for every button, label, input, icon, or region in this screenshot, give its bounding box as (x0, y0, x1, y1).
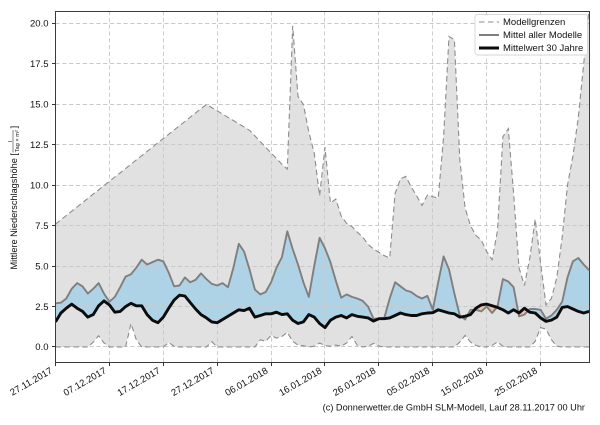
svg-text:Mittelwert 30 Jahre: Mittelwert 30 Jahre (503, 43, 583, 54)
svg-text:Mittel aller Modelle: Mittel aller Modelle (503, 30, 582, 41)
svg-text:Modellgrenzen: Modellgrenzen (503, 17, 565, 28)
svg-text:0.0: 0.0 (35, 342, 48, 353)
svg-text:(c) Donnerwetter.de GmbH SLM-M: (c) Donnerwetter.de GmbH SLM-Modell, Lau… (323, 403, 585, 413)
svg-text:12.5: 12.5 (30, 140, 49, 151)
svg-text:20.0: 20.0 (30, 19, 49, 30)
svg-text:15.0: 15.0 (30, 100, 49, 111)
svg-text:Mittlere Niederschlagshöhe [: Mittlere Niederschlagshöhe [ (9, 153, 19, 270)
svg-text:2.5: 2.5 (35, 302, 48, 313)
svg-text:Tag × m²: Tag × m² (15, 130, 21, 152)
svg-text:17.5: 17.5 (30, 59, 49, 70)
svg-text:l: l (8, 141, 14, 142)
svg-text:]: ] (9, 126, 19, 129)
svg-text:5.0: 5.0 (35, 261, 48, 272)
svg-text:7.5: 7.5 (35, 221, 48, 232)
svg-text:10.0: 10.0 (30, 180, 49, 191)
